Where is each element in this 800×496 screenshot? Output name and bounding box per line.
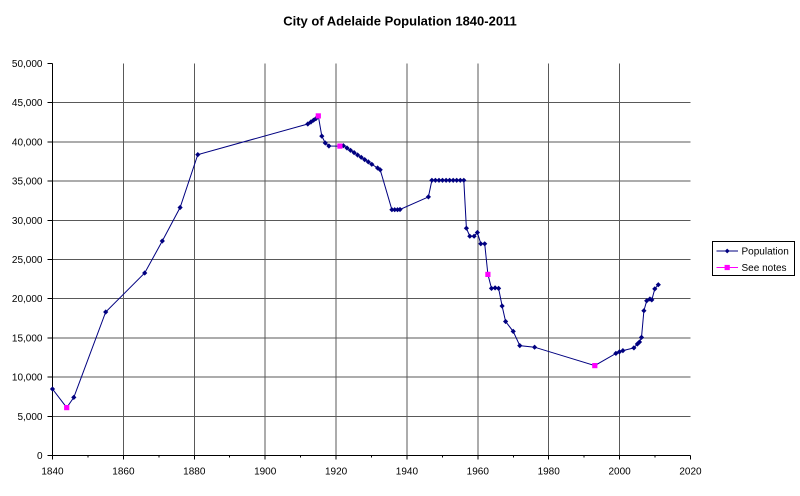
svg-text:1880: 1880 xyxy=(183,467,206,478)
svg-text:45,000: 45,000 xyxy=(12,98,43,109)
svg-text:5,000: 5,000 xyxy=(17,412,42,423)
svg-text:1920: 1920 xyxy=(325,467,348,478)
svg-text:10,000: 10,000 xyxy=(12,373,43,384)
svg-text:1840: 1840 xyxy=(41,467,64,478)
svg-text:Population: Population xyxy=(742,247,789,258)
svg-text:See notes: See notes xyxy=(742,263,787,274)
svg-text:City of Adelaide Population 18: City of Adelaide Population 1840-2011 xyxy=(283,14,517,29)
svg-text:1960: 1960 xyxy=(467,467,490,478)
svg-text:0: 0 xyxy=(37,451,43,462)
svg-text:1900: 1900 xyxy=(254,467,277,478)
svg-text:1940: 1940 xyxy=(396,467,419,478)
svg-text:40,000: 40,000 xyxy=(12,137,43,148)
svg-text:1860: 1860 xyxy=(112,467,135,478)
svg-text:35,000: 35,000 xyxy=(12,177,43,188)
svg-text:30,000: 30,000 xyxy=(12,216,43,227)
svg-text:20,000: 20,000 xyxy=(12,294,43,305)
svg-text:2000: 2000 xyxy=(608,467,631,478)
svg-text:50,000: 50,000 xyxy=(12,59,43,70)
svg-text:25,000: 25,000 xyxy=(12,255,43,266)
svg-text:15,000: 15,000 xyxy=(12,333,43,344)
svg-text:2020: 2020 xyxy=(679,467,702,478)
svg-text:1980: 1980 xyxy=(538,467,561,478)
